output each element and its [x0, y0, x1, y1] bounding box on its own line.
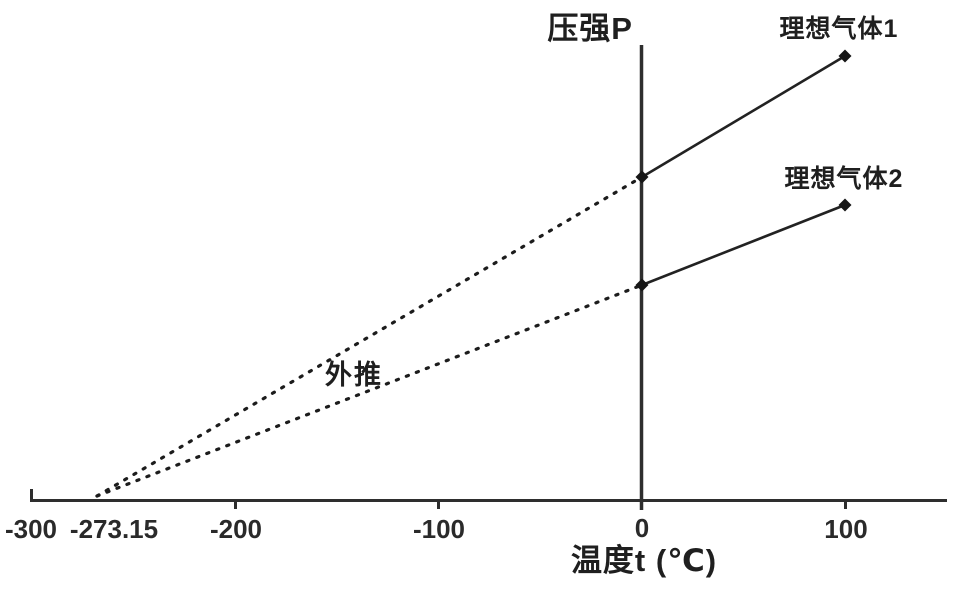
series-label-gas2: 理想气体2	[784, 165, 904, 193]
gas1-end-diamond-marker	[838, 49, 852, 63]
series-label-gas1: 理想气体1	[779, 15, 899, 43]
x-tick-label-minus-300: -300	[4, 514, 58, 544]
x-axis-line	[30, 489, 947, 502]
x-tick-label-zero: 0	[634, 513, 650, 543]
x-tick-label-minus-200: -200	[209, 514, 263, 544]
gas2-solid-line	[641, 203, 846, 287]
x-tick-label-100: 100	[824, 514, 868, 544]
gas2-axis-diamond-marker	[635, 278, 649, 292]
gas1-axis-diamond-marker	[635, 170, 649, 184]
extrapolation-annotation: 外推	[325, 360, 383, 390]
x-tick-label-minus-273-15: -273.15	[69, 514, 159, 544]
gas2-end-diamond-marker	[838, 198, 852, 212]
gas2-dotted-extrapolation-line	[95, 283, 644, 498]
x-axis-title: 温度t (℃)	[570, 543, 718, 578]
y-axis-title: 压强P	[547, 11, 633, 46]
x-tick-label-minus-100: -100	[412, 514, 466, 544]
gas1-solid-line	[641, 54, 846, 179]
gas1-dotted-extrapolation-line	[95, 175, 644, 498]
x-axis-ticks	[234, 500, 847, 509]
